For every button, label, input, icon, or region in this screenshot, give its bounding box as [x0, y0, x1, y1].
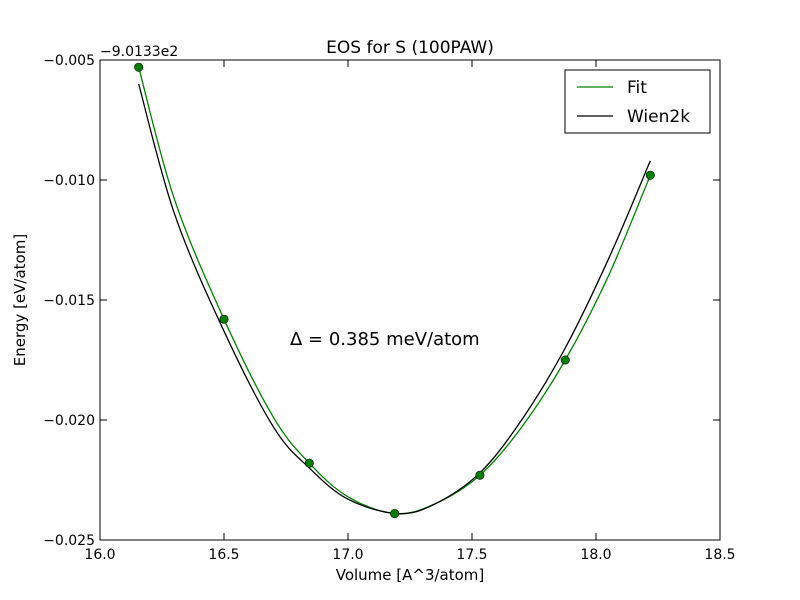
axes-frame [99, 59, 721, 541]
legend: Fit Wien2k [564, 69, 711, 134]
data-point [219, 314, 229, 324]
x-tick-label: 18.0 [580, 547, 611, 563]
legend-label-fit: Fit [627, 78, 647, 98]
x-tick-label: 17.5 [456, 547, 487, 563]
y-tick-label: −0.010 [43, 173, 95, 189]
y-offset-label: −9.0133e2 [100, 44, 178, 60]
y-tick-label: −0.005 [43, 53, 95, 69]
y-axis-label: Energy [eV/atom] [11, 234, 29, 366]
plot-area [134, 62, 655, 519]
x-tick-label: 16.0 [84, 547, 115, 563]
data-point [304, 458, 314, 468]
legend-box [564, 69, 711, 134]
y-tick-label: −0.025 [43, 533, 95, 549]
x-tick-label: 16.5 [208, 547, 239, 563]
chart-title: EOS for S (100PAW) [326, 38, 494, 58]
x-tick-label: 17.0 [332, 547, 363, 563]
x-tick-label: 18.5 [704, 547, 735, 563]
y-tick-label: −0.015 [43, 293, 95, 309]
data-point [475, 470, 485, 480]
x-axis-label: Volume [A^3/atom] [336, 566, 485, 584]
legend-label-wien2k: Wien2k [627, 107, 690, 127]
data-point [134, 62, 144, 72]
tick-labels: 16.0 16.5 17.0 17.5 18.0 18.5 −0.025 −0.020 −0.0… [43, 53, 735, 563]
data-point [560, 355, 570, 365]
y-tick-label: −0.020 [43, 413, 95, 429]
data-point [390, 509, 400, 519]
data-point [645, 170, 655, 180]
delta-annotation: Δ = 0.385 meV/atom [290, 329, 480, 350]
